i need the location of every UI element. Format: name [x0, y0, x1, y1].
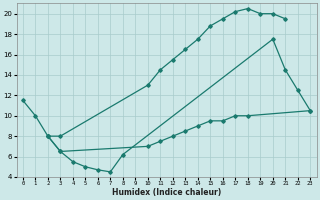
X-axis label: Humidex (Indice chaleur): Humidex (Indice chaleur) — [112, 188, 221, 197]
